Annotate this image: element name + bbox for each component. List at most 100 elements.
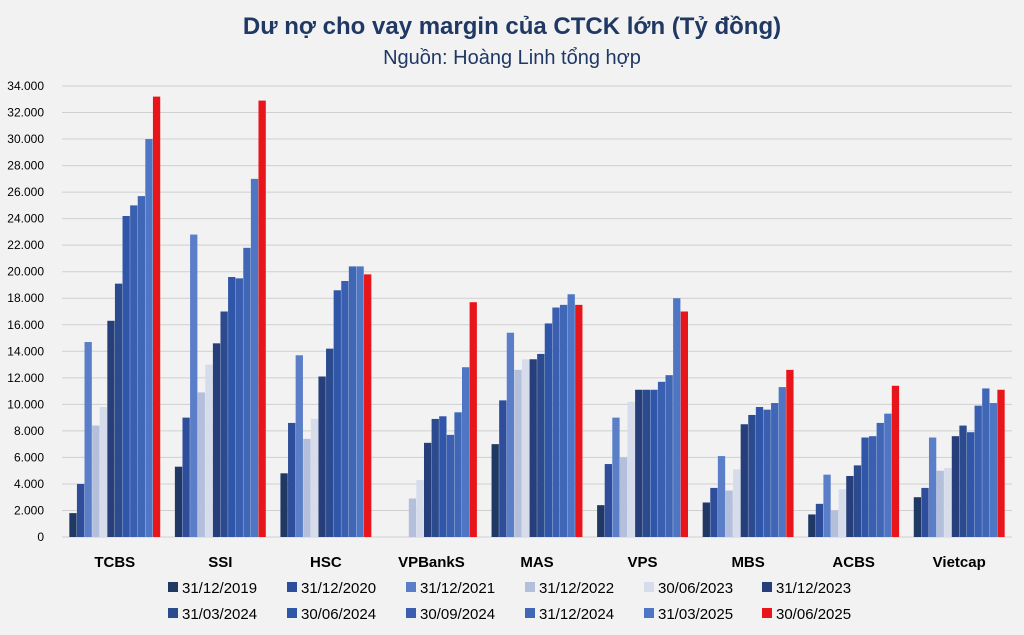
bar (416, 479, 424, 537)
bar (997, 389, 1005, 537)
bar (748, 414, 756, 537)
bar (913, 497, 922, 537)
y-tick-label: 34.000 (7, 79, 44, 93)
legend-swatch (287, 608, 297, 618)
bars (69, 96, 1005, 538)
bar (137, 196, 146, 538)
bar (635, 389, 643, 537)
legend-label: 30/09/2024 (420, 606, 495, 623)
bar (604, 464, 613, 537)
y-axis-ticks: 0 2.000 4.000 6.000 8.000 10.000 12.000 14.000 1… (7, 79, 44, 544)
bar (454, 412, 462, 537)
y-tick-label: 6.000 (14, 450, 44, 464)
legend-label: 31/12/2022 (539, 580, 614, 597)
y-tick-label: 10.000 (7, 397, 44, 411)
legend-swatch (287, 582, 297, 592)
legend-swatch (406, 582, 416, 592)
x-tick-label: MBS (731, 554, 764, 571)
bar (506, 332, 515, 537)
bar (853, 465, 862, 537)
bar (575, 304, 583, 537)
bar (657, 381, 666, 537)
bar (205, 364, 213, 537)
bar (831, 510, 839, 537)
bar (107, 320, 115, 537)
bar (295, 355, 303, 537)
legend-label: 31/12/2023 (776, 580, 851, 597)
bar (823, 474, 831, 537)
bar (936, 470, 944, 537)
y-tick-label: 12.000 (7, 371, 44, 385)
bar (959, 425, 967, 537)
legend-swatch (525, 608, 535, 618)
bar (650, 389, 658, 537)
bar (740, 424, 748, 537)
bar (439, 416, 447, 537)
bar (145, 139, 153, 537)
bar (499, 400, 507, 537)
bar (220, 311, 228, 537)
bar (182, 417, 190, 537)
bar (130, 205, 138, 537)
bar (250, 178, 259, 537)
bar (680, 311, 689, 537)
legend-label: 31/12/2021 (420, 580, 495, 597)
bar (702, 502, 710, 537)
bar (989, 403, 998, 537)
bar (763, 409, 771, 537)
x-tick-label: TCBS (94, 554, 135, 571)
bar (884, 413, 892, 537)
legend-swatch (406, 608, 416, 618)
bar (876, 422, 884, 537)
bar (514, 369, 522, 537)
bar (99, 407, 108, 537)
bar (612, 417, 620, 537)
bar (891, 385, 900, 537)
bar (552, 307, 560, 537)
legend-label: 31/03/2025 (658, 606, 733, 623)
bar (364, 274, 372, 537)
bar (808, 514, 816, 537)
x-tick-label: ACBS (832, 554, 875, 571)
x-axis-ticks: TCBS SSI HSC VPBankS MAS VPS MBS ACBS Vietcap (94, 554, 985, 571)
bar (212, 343, 221, 537)
bar (928, 437, 937, 537)
x-tick-label: Vietcap (933, 554, 986, 571)
x-tick-label: HSC (310, 554, 342, 571)
bar (521, 359, 530, 537)
bar (114, 283, 123, 537)
bar (771, 403, 779, 537)
bar (446, 434, 455, 537)
bar (197, 392, 205, 537)
bar (491, 444, 499, 537)
legend-swatch (525, 582, 535, 592)
legend-swatch (168, 608, 178, 618)
x-tick-label: SSI (208, 554, 232, 571)
bar (333, 290, 341, 537)
bar (815, 503, 824, 537)
bar (951, 436, 960, 537)
bar (92, 425, 100, 537)
bar (469, 302, 477, 537)
legend-label: 31/12/2020 (301, 580, 376, 597)
bar (84, 342, 92, 537)
grid-lines (62, 85, 1012, 538)
bar (243, 247, 251, 537)
bar (190, 234, 198, 538)
bar (966, 432, 975, 537)
legend-label: 31/03/2024 (182, 606, 257, 623)
bar (786, 369, 794, 537)
bar (318, 376, 326, 537)
bar (461, 367, 470, 537)
legend-swatch (762, 608, 772, 618)
bar (725, 490, 733, 537)
bar (627, 401, 635, 537)
y-tick-label: 24.000 (7, 212, 44, 226)
bar (431, 418, 439, 537)
legend-label: 31/12/2019 (182, 580, 257, 597)
x-tick-label: VPBankS (398, 554, 465, 571)
y-tick-label: 14.000 (7, 344, 44, 358)
legend-label: 30/06/2025 (776, 606, 851, 623)
bar (174, 466, 183, 537)
